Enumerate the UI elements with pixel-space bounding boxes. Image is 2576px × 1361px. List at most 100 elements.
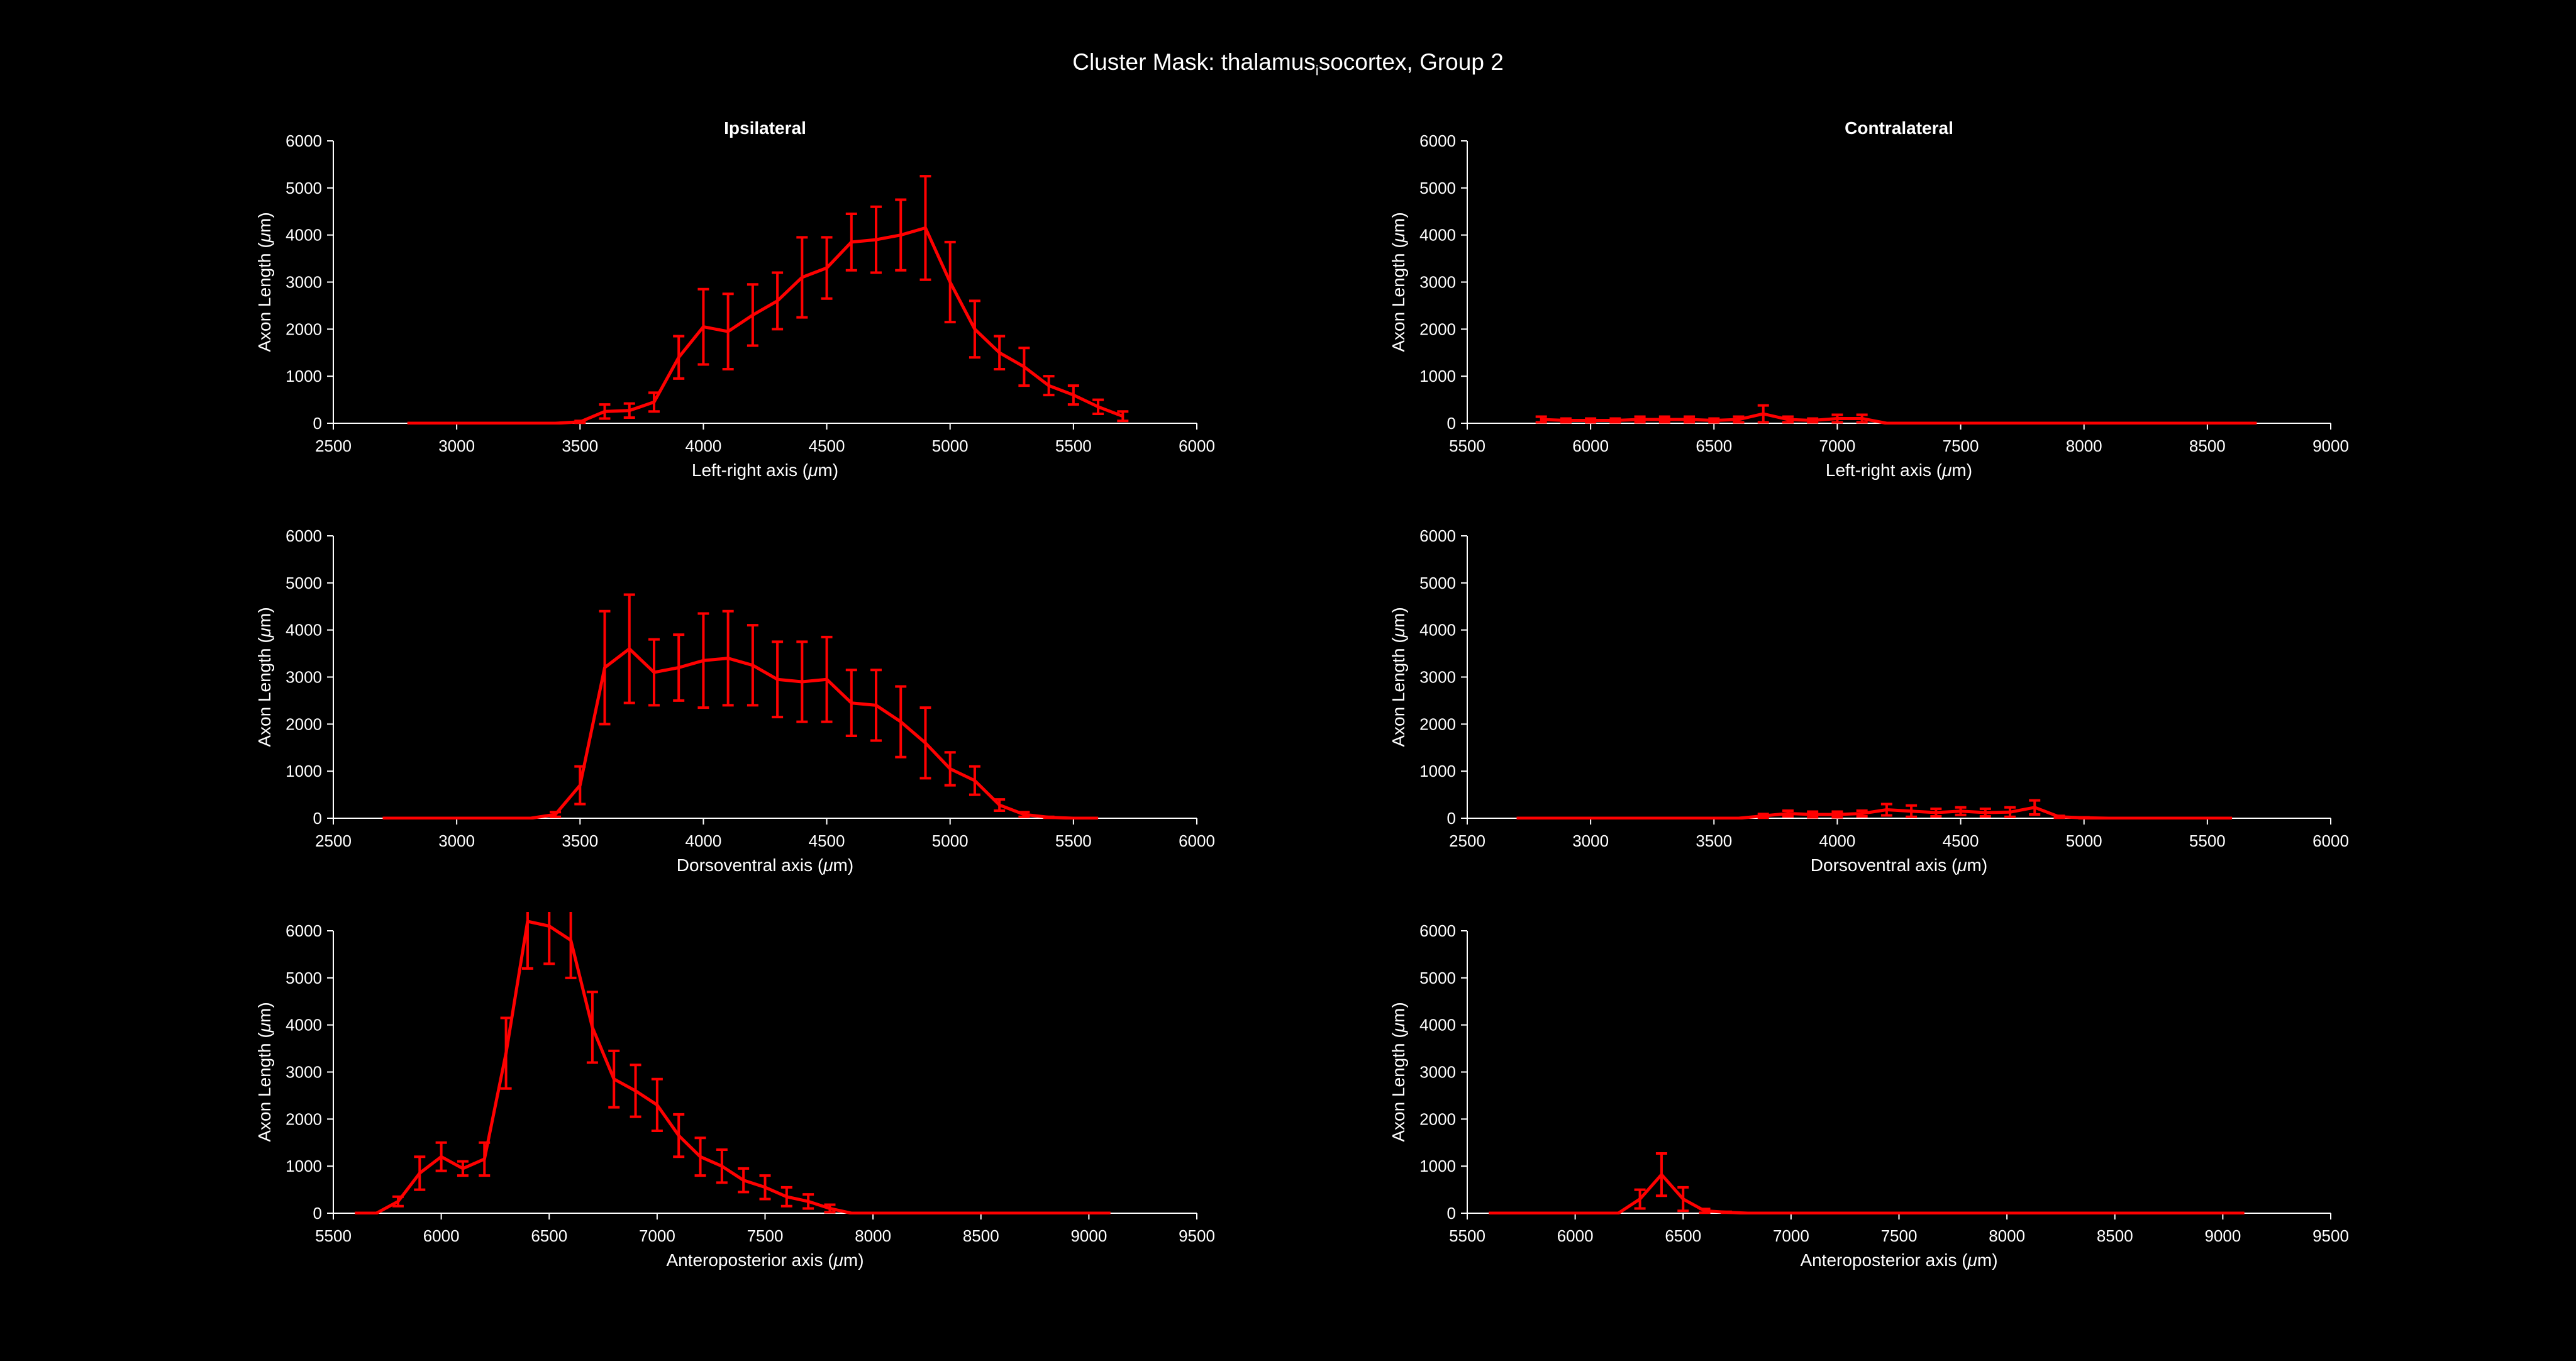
y-tick-label: 4000 <box>286 1016 322 1035</box>
y-tick-label: 3000 <box>1419 1063 1456 1082</box>
y-tick-label: 2000 <box>286 1109 322 1128</box>
y-axis-label: Axon Length (μm) <box>255 1002 274 1142</box>
panel-contralateral-dorsoventral: 0 1000 2000 3000 4000 5000 6000 2500 3000 3500 400… <box>1389 526 2349 875</box>
x-tick-label: 8000 <box>2066 436 2102 455</box>
panel-contralateral-left-right: 0 1000 2000 3000 4000 5000 6000 5500 6000 6500 700… <box>1389 118 2349 480</box>
y-tick-label: 1000 <box>286 1157 322 1175</box>
x-tick-label: 7000 <box>639 1226 675 1245</box>
y-tick-label: 2000 <box>286 714 322 733</box>
x-tick-label: 6000 <box>423 1226 460 1245</box>
x-tick-label: 5000 <box>932 831 969 850</box>
x-tick-label: 6000 <box>1179 436 1215 455</box>
y-tick-label: 5000 <box>1419 574 1456 592</box>
x-tick-label: 5500 <box>1055 831 1092 850</box>
y-tick-label: 3000 <box>286 273 322 292</box>
x-tick-label: 5500 <box>2189 831 2226 850</box>
x-tick-label: 8500 <box>963 1226 999 1245</box>
y-tick-label: 3000 <box>1419 273 1456 292</box>
x-tick-label: 6500 <box>1696 436 1732 455</box>
x-tick-label: 6000 <box>1557 1226 1594 1245</box>
y-tick-label: 3000 <box>286 668 322 687</box>
panel-ipsilateral-left-right: 0 1000 2000 3000 4000 5000 6000 2500 3000 3500 400… <box>255 118 1215 480</box>
x-tick-label: 5500 <box>1449 436 1485 455</box>
y-axis-label: Axon Length (μm) <box>255 212 274 352</box>
y-axis-label: Axon Length (μm) <box>1389 212 1408 352</box>
y-tick-label: 6000 <box>1419 921 1456 940</box>
y-tick-label: 0 <box>1447 414 1456 433</box>
series-group <box>407 175 1129 425</box>
series-line <box>355 919 1111 1214</box>
x-tick-label: 9500 <box>1179 1226 1215 1245</box>
x-tick-label: 8500 <box>2189 436 2226 455</box>
y-tick-label: 2000 <box>1419 1109 1456 1128</box>
x-axis-label: Anteroposterior axis (μm) <box>666 1250 863 1270</box>
series-group <box>1516 799 2233 819</box>
y-tick-label: 4000 <box>1419 621 1456 640</box>
y-axis-label: Axon Length (μm) <box>255 607 274 747</box>
panel-title: Contralateral <box>1845 118 1953 138</box>
x-tick-label: 5000 <box>932 436 969 455</box>
x-tick-label: 7500 <box>1943 436 1979 455</box>
y-tick-label: 0 <box>313 414 322 433</box>
panel-ipsilateral-anteroposterior: 0 1000 2000 3000 4000 5000 6000 5500 6000 6500 700… <box>255 912 1215 1270</box>
x-tick-label: 9000 <box>2204 1226 2241 1245</box>
panel-contralateral-anteroposterior: 0 1000 2000 3000 4000 5000 6000 5500 6000 6500 700… <box>1389 921 2349 1270</box>
y-tick-label: 6000 <box>286 921 322 940</box>
x-tick-label: 3500 <box>562 831 598 850</box>
x-tick-label: 5500 <box>315 1226 352 1245</box>
x-tick-label: 8500 <box>2097 1226 2133 1245</box>
y-tick-label: 0 <box>313 809 322 828</box>
figure-title-main: Cluster Mask: thalamus <box>1072 49 1316 75</box>
x-tick-label: 5500 <box>1449 1226 1485 1245</box>
series-line <box>1516 806 2233 819</box>
x-tick-label: 3500 <box>1696 831 1732 850</box>
x-tick-label: 7000 <box>1819 436 1856 455</box>
x-tick-label: 8000 <box>855 1226 891 1245</box>
x-tick-label: 9000 <box>1070 1226 1107 1245</box>
panel-title: Ipsilateral <box>724 118 806 138</box>
x-tick-label: 6000 <box>1179 831 1215 850</box>
x-tick-label: 6000 <box>1572 436 1609 455</box>
series-group <box>355 912 1111 1214</box>
x-tick-label: 4500 <box>1943 831 1979 850</box>
series-line <box>407 226 1124 425</box>
x-tick-label: 3000 <box>1572 831 1609 850</box>
x-tick-label: 2500 <box>315 831 352 850</box>
panel-ipsilateral-dorsoventral: 0 1000 2000 3000 4000 5000 6000 2500 3000 3500 400… <box>255 526 1215 875</box>
x-tick-label: 5000 <box>2066 831 2102 850</box>
y-tick-label: 0 <box>1447 1204 1456 1223</box>
x-tick-label: 6500 <box>1665 1226 1701 1245</box>
x-tick-label: 7500 <box>747 1226 784 1245</box>
x-tick-label: 5500 <box>1055 436 1092 455</box>
x-tick-label: 8000 <box>1989 1226 2025 1245</box>
x-tick-label: 3000 <box>438 831 475 850</box>
y-axis-label: Axon Length (μm) <box>1389 1002 1408 1142</box>
y-tick-label: 6000 <box>286 526 322 545</box>
y-tick-label: 4000 <box>286 621 322 640</box>
y-tick-label: 5000 <box>286 574 322 592</box>
y-tick-label: 4000 <box>1419 226 1456 245</box>
x-tick-label: 3000 <box>438 436 475 455</box>
y-tick-label: 0 <box>1447 809 1456 828</box>
y-tick-label: 1000 <box>1419 1157 1456 1175</box>
series-line <box>1489 1173 2245 1214</box>
x-tick-label: 6000 <box>2312 831 2349 850</box>
y-tick-label: 5000 <box>1419 969 1456 987</box>
series-group <box>1489 1152 2245 1214</box>
x-axis-label: Dorsoventral axis (μm) <box>677 855 853 875</box>
y-tick-label: 2000 <box>1419 714 1456 733</box>
x-tick-label: 2500 <box>315 436 352 455</box>
y-tick-label: 4000 <box>1419 1016 1456 1035</box>
y-axis-label: Axon Length (μm) <box>1389 607 1408 747</box>
x-tick-label: 4500 <box>809 436 845 455</box>
y-tick-label: 6000 <box>1419 131 1456 150</box>
y-tick-label: 5000 <box>1419 179 1456 197</box>
y-tick-label: 5000 <box>286 969 322 987</box>
series-line <box>1541 412 2257 425</box>
y-tick-label: 1000 <box>1419 367 1456 386</box>
y-tick-label: 3000 <box>286 1063 322 1082</box>
figure-title-tail: socortex, Group 2 <box>1318 49 1504 75</box>
x-tick-label: 4000 <box>686 436 722 455</box>
x-axis-label: Dorsoventral axis (μm) <box>1811 855 1987 875</box>
